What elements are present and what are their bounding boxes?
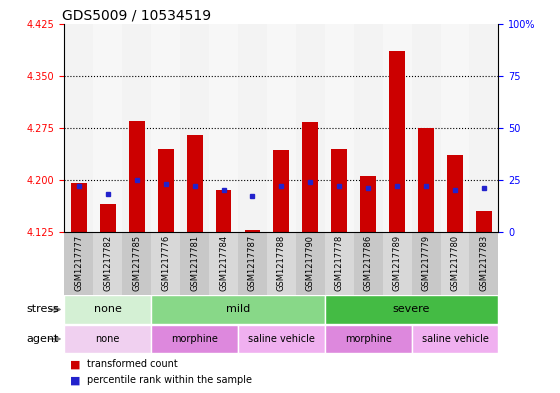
Bar	[216, 190, 231, 232]
Bar	[267, 232, 296, 295]
Bar	[245, 230, 260, 232]
Bar	[273, 150, 290, 232]
Text: GSM1217789: GSM1217789	[393, 235, 402, 291]
Bar	[209, 24, 238, 232]
Text: GSM1217777: GSM1217777	[74, 235, 83, 291]
Text: GSM1217785: GSM1217785	[132, 235, 141, 291]
Bar	[100, 204, 116, 232]
Text: none: none	[94, 305, 122, 314]
Text: saline vehicle: saline vehicle	[422, 334, 488, 344]
Bar	[354, 24, 382, 232]
Text: morphine: morphine	[171, 334, 218, 344]
Text: GSM1217781: GSM1217781	[190, 235, 199, 291]
Text: GSM1217782: GSM1217782	[103, 235, 113, 291]
Bar	[360, 176, 376, 232]
Bar	[129, 121, 144, 232]
Bar	[418, 128, 434, 232]
Text: transformed count: transformed count	[87, 359, 178, 369]
Bar	[180, 232, 209, 295]
Bar	[382, 232, 412, 295]
Bar	[71, 183, 87, 232]
Text: ■: ■	[70, 359, 81, 369]
Text: GDS5009 / 10534519: GDS5009 / 10534519	[62, 8, 211, 22]
Bar	[238, 232, 267, 295]
Text: GSM1217790: GSM1217790	[306, 235, 315, 291]
Bar	[296, 24, 325, 232]
Bar	[209, 232, 238, 295]
Text: GSM1217788: GSM1217788	[277, 235, 286, 291]
Bar	[151, 232, 180, 295]
Bar	[122, 232, 151, 295]
Bar	[332, 149, 347, 232]
Bar	[64, 325, 151, 353]
Bar	[94, 24, 122, 232]
Bar	[122, 24, 151, 232]
Text: GSM1217776: GSM1217776	[161, 235, 170, 291]
Text: GSM1217784: GSM1217784	[219, 235, 228, 291]
Bar	[325, 296, 498, 324]
Bar	[296, 232, 325, 295]
Text: agent: agent	[26, 334, 59, 344]
Bar	[238, 24, 267, 232]
Bar	[267, 24, 296, 232]
Bar	[412, 325, 498, 353]
Bar	[64, 296, 151, 324]
Bar	[64, 24, 94, 232]
Bar	[382, 24, 412, 232]
Bar	[64, 232, 94, 295]
Bar	[325, 325, 412, 353]
Text: none: none	[96, 334, 120, 344]
Text: GSM1217783: GSM1217783	[479, 235, 488, 291]
Text: ■: ■	[70, 375, 81, 385]
Bar	[186, 135, 203, 232]
Text: saline vehicle: saline vehicle	[248, 334, 315, 344]
Text: mild: mild	[226, 305, 250, 314]
Bar	[412, 24, 441, 232]
Text: GSM1217787: GSM1217787	[248, 235, 257, 291]
Text: GSM1217778: GSM1217778	[335, 235, 344, 291]
Bar	[469, 232, 498, 295]
Text: GSM1217780: GSM1217780	[450, 235, 460, 291]
Bar	[158, 149, 174, 232]
Text: morphine: morphine	[345, 334, 391, 344]
Bar	[389, 51, 405, 232]
Text: severe: severe	[393, 305, 430, 314]
Text: stress: stress	[26, 305, 59, 314]
Text: GSM1217779: GSM1217779	[422, 235, 431, 291]
Text: percentile rank within the sample: percentile rank within the sample	[87, 375, 252, 385]
Bar	[469, 24, 498, 232]
Bar	[151, 296, 325, 324]
Bar	[151, 24, 180, 232]
Bar	[151, 325, 238, 353]
Bar	[412, 232, 441, 295]
Bar	[325, 232, 354, 295]
Bar	[354, 232, 382, 295]
Bar	[476, 211, 492, 232]
Bar	[302, 122, 318, 232]
Text: GSM1217786: GSM1217786	[363, 235, 373, 291]
Bar	[441, 24, 469, 232]
Bar	[94, 232, 122, 295]
Bar	[180, 24, 209, 232]
Bar	[325, 24, 354, 232]
Bar	[238, 325, 325, 353]
Bar	[441, 232, 469, 295]
Bar	[447, 156, 463, 232]
